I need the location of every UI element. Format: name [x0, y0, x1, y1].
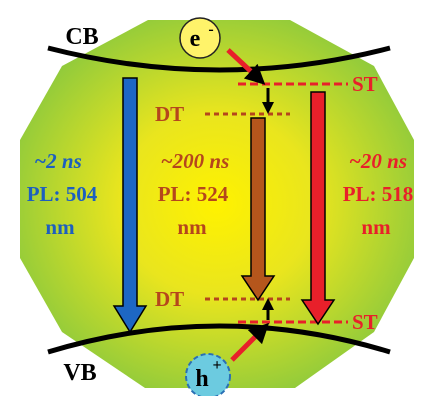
trap-label: DT [155, 287, 184, 311]
lifetime: ~20 ns [349, 149, 407, 173]
lifetime: ~200 ns [161, 149, 230, 173]
electron-symbol: e [190, 26, 201, 52]
trap-label: DT [155, 102, 184, 126]
pl-unit: nm [45, 215, 75, 239]
pl-peak: PL: 524 [158, 182, 229, 206]
lifetime: ~2 ns [34, 149, 82, 173]
cb-label: CB [65, 24, 98, 50]
hole-symbol: h [195, 366, 208, 392]
hole-charge: + [212, 357, 221, 374]
pl-unit: nm [361, 215, 391, 239]
pl-peak: PL: 504 [27, 182, 98, 206]
diagram: CB VB ST DT DT ST e - h + ~2 ns PL: 504 … [0, 0, 433, 396]
trap-label: ST [352, 310, 378, 334]
electron-charge: - [208, 21, 213, 38]
vb-label: VB [63, 360, 96, 386]
pl-peak: PL: 518 [343, 182, 414, 206]
trap-label: ST [352, 72, 378, 96]
pl-unit: nm [177, 215, 207, 239]
